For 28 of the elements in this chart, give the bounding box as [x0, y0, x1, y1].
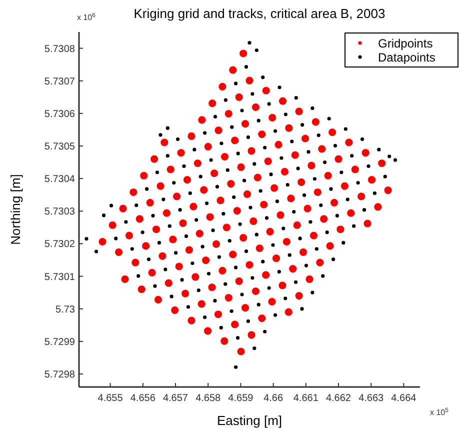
x-tick-label: 4.66 — [264, 393, 284, 404]
y-tick-label: 5.7308 — [44, 44, 76, 55]
x-tick-label: 4.662 — [326, 393, 352, 404]
text: x 10$^{5}$ — [430, 407, 450, 417]
y-axis-title: Northing [m] — [8, 174, 23, 245]
y-tick-label: 5.73 — [56, 304, 76, 316]
x-tick-label: 4.658 — [196, 393, 222, 404]
x-tick-label: 4.661 — [293, 393, 319, 404]
y-tick-label: 5.7299 — [44, 336, 76, 348]
x-tick-label: 4.663 — [358, 393, 384, 404]
text: x 10$^{6}$ — [77, 12, 96, 22]
y-tick-label: 5.7298 — [44, 369, 76, 380]
x-tick-label: 4.664 — [391, 393, 417, 404]
chart-title: Kriging grid and tracks, critical area B, 2003 — [134, 6, 386, 21]
legend-label: Datapoints — [378, 50, 436, 64]
x-tick-label: 4.659 — [228, 393, 254, 404]
y-tick-label: 5.7302 — [44, 239, 76, 250]
x-tick-label: 4.655 — [98, 393, 124, 404]
y-tick-label: 5.7303 — [44, 206, 76, 218]
y-tick-label: 5.7305 — [44, 141, 76, 152]
x-axis-title: Easting [m] — [216, 413, 282, 428]
x-tick-label: 4.656 — [130, 393, 156, 404]
y-tick-label: 5.7304 — [44, 174, 76, 186]
legend-label: Gridpoints — [378, 36, 433, 50]
y-tick-label: 5.7307 — [44, 76, 76, 88]
y-tick-label: 5.7306 — [44, 108, 76, 120]
x-tick-label: 4.657 — [162, 393, 188, 404]
y-tick-label: 5.7301 — [44, 272, 76, 283]
